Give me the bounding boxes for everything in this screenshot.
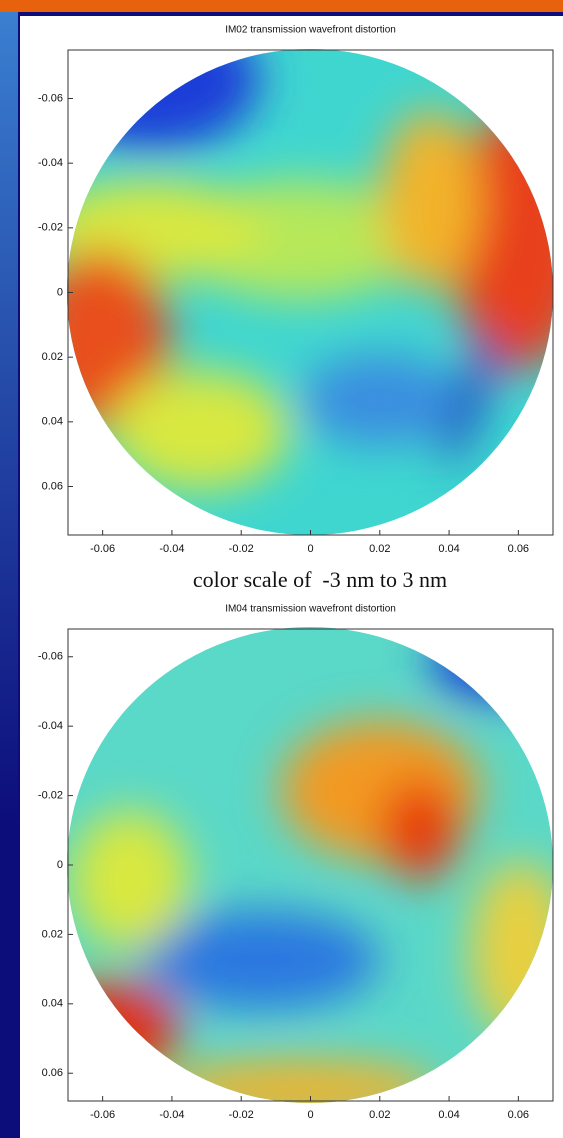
x-tick-label: 0.06 — [508, 1109, 529, 1121]
x-tick-label: 0 — [307, 1109, 313, 1121]
y-tick-label: -0.02 — [38, 222, 63, 234]
x-tick-label: 0.06 — [508, 543, 529, 555]
x-tick-label: 0.02 — [369, 1109, 390, 1121]
top-bar — [0, 0, 563, 12]
x-tick-label: -0.04 — [159, 543, 184, 555]
x-tick-label: 0.04 — [438, 543, 459, 555]
y-tick-label: -0.06 — [38, 92, 63, 104]
x-tick-label: 0.04 — [438, 1109, 459, 1121]
chart-title: IM02 transmission wavefront distortion — [225, 25, 396, 36]
wavefront-map — [67, 49, 553, 535]
x-tick-label: -0.06 — [90, 543, 115, 555]
y-tick-label: 0.02 — [42, 928, 63, 940]
chart-title: IM04 transmission wavefront distortion — [225, 604, 396, 615]
caption: color scale of -3 nm to 3 nm — [193, 567, 447, 592]
y-tick-label: -0.02 — [38, 789, 63, 801]
y-tick-label: 0.04 — [42, 998, 63, 1010]
x-tick-label: -0.06 — [90, 1109, 115, 1121]
y-tick-label: 0.06 — [42, 1067, 63, 1079]
x-tick-label: -0.04 — [159, 1109, 184, 1121]
y-tick-label: -0.06 — [38, 651, 63, 663]
y-tick-label: -0.04 — [38, 157, 63, 169]
y-tick-label: 0.04 — [42, 416, 63, 428]
y-tick-label: 0 — [57, 859, 63, 871]
y-tick-label: 0.02 — [42, 351, 63, 363]
x-tick-label: 0.02 — [369, 543, 390, 555]
y-tick-label: -0.04 — [38, 720, 63, 732]
x-tick-label: 0 — [307, 543, 313, 555]
caption-panel — [20, 564, 563, 600]
y-tick-label: 0 — [57, 286, 63, 298]
y-tick-label: 0.06 — [42, 480, 63, 492]
side-strip — [0, 12, 18, 832]
x-tick-label: -0.02 — [229, 1109, 254, 1121]
x-tick-label: -0.02 — [229, 543, 254, 555]
